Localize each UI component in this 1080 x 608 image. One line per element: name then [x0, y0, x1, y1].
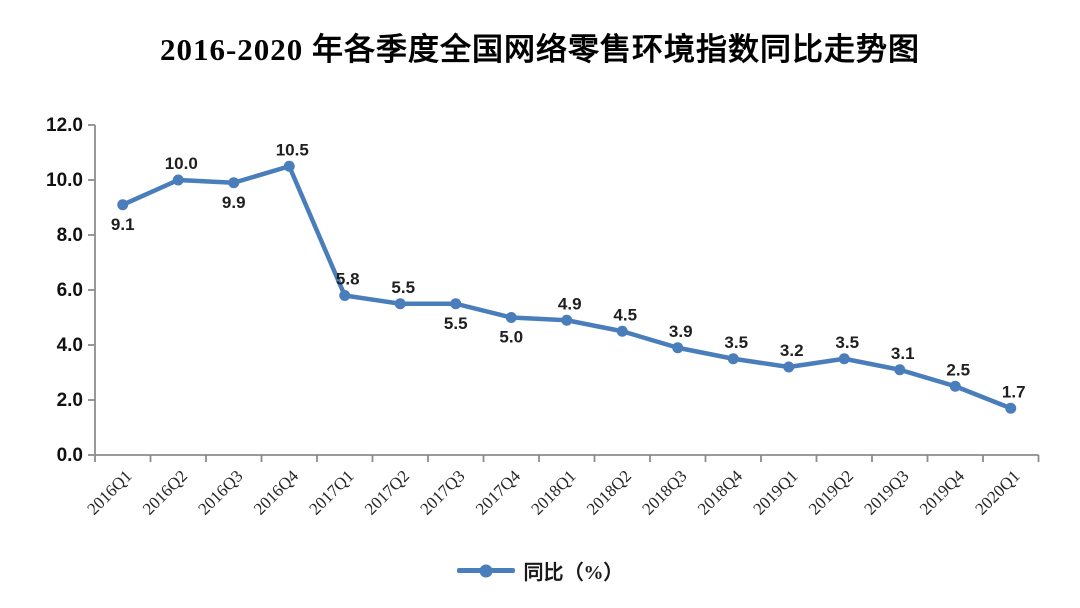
- x-tick-label: 2017Q4: [472, 466, 525, 519]
- data-point: [172, 174, 184, 186]
- x-tick-label: 2018Q2: [583, 466, 635, 518]
- series-line: [120, 164, 1013, 411]
- data-point: [727, 353, 739, 365]
- x-tick-label: 2016Q2: [139, 466, 191, 518]
- data-label: 10.0: [165, 154, 198, 173]
- x-tick-label: 2019Q1: [749, 466, 801, 518]
- data-label: 2.5: [946, 360, 970, 379]
- x-tick-label: 2017Q2: [361, 466, 413, 518]
- data-point: [561, 314, 573, 326]
- data-point: [394, 298, 406, 310]
- legend-line-marker-icon: [456, 564, 515, 577]
- data-point: [838, 353, 850, 365]
- x-tick-label: 2019Q3: [860, 466, 912, 518]
- x-tick-label: 2018Q4: [694, 466, 747, 519]
- y-tick-label: 6.0: [57, 280, 83, 301]
- data-label: 5.0: [499, 328, 523, 347]
- x-tick-label: 2020Q1: [971, 466, 1023, 518]
- data-point: [228, 177, 240, 189]
- y-tick-label: 2.0: [57, 390, 83, 411]
- chart-title: 2016-2020 年各季度全国网络零售环境指数同比走势图: [159, 32, 921, 67]
- x-tick-label: 2016Q4: [250, 466, 303, 519]
- chart-legend: 同比（%）: [0, 556, 1080, 585]
- x-tick-label: 2019Q4: [916, 466, 969, 519]
- y-tick-label: 10.0: [46, 170, 83, 191]
- data-point: [949, 380, 961, 392]
- data-point: [894, 364, 906, 376]
- data-label: 9.1: [111, 215, 135, 234]
- data-point: [1005, 402, 1017, 414]
- data-point: [450, 298, 462, 310]
- data-label: 3.9: [669, 322, 693, 341]
- data-label: 3.1: [891, 344, 915, 363]
- x-tick-label: 2018Q3: [638, 466, 690, 518]
- data-label: 5.8: [336, 270, 360, 289]
- data-label: 3.2: [780, 341, 804, 360]
- data-point: [283, 160, 295, 172]
- data-point: [505, 312, 517, 323]
- data-label: 3.5: [724, 333, 748, 352]
- x-tick-label: 2017Q1: [305, 466, 357, 518]
- legend-label: 同比（%）: [523, 562, 624, 584]
- y-tick-label: 4.0: [57, 335, 83, 356]
- data-point: [339, 290, 351, 301]
- x-tick-label: 2019Q2: [805, 466, 857, 518]
- data-label: 5.5: [444, 314, 468, 333]
- y-tick-label: 8.0: [57, 225, 83, 246]
- data-label: 10.5: [276, 140, 309, 159]
- data-point: [117, 199, 129, 211]
- data-label: 4.5: [613, 305, 637, 324]
- x-tick-label: 2016Q1: [83, 466, 135, 518]
- x-tick-label: 2016Q3: [194, 466, 246, 518]
- data-point: [783, 361, 795, 373]
- x-tick-label: 2017Q3: [416, 466, 468, 518]
- data-label: 5.5: [391, 278, 415, 297]
- data-point: [616, 325, 628, 337]
- data-label: 1.7: [1002, 382, 1026, 401]
- data-point: [672, 342, 684, 354]
- legend-marker-dot-icon: [479, 564, 492, 577]
- data-label: 3.5: [835, 333, 859, 352]
- y-tick-label: 12.0: [46, 115, 83, 136]
- data-label: 4.9: [558, 294, 582, 313]
- data-label: 9.9: [222, 193, 246, 212]
- y-tick-label: 0.0: [57, 445, 83, 466]
- x-tick-label: 2018Q1: [527, 466, 579, 518]
